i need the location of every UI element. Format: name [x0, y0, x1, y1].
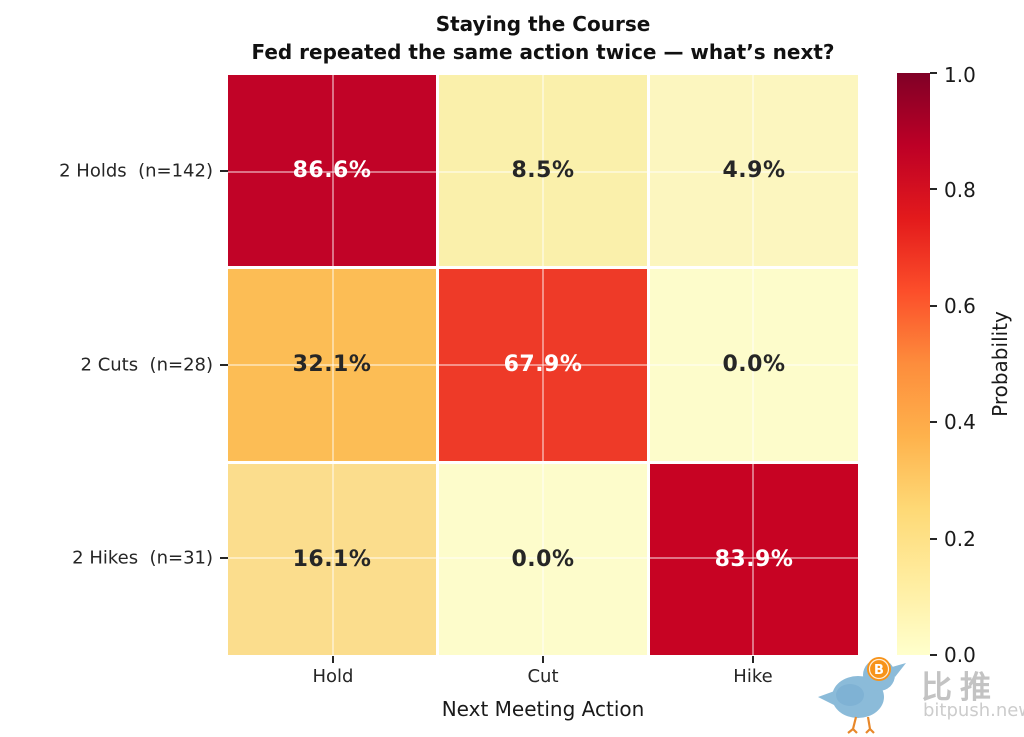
bird-legs — [847, 716, 875, 734]
cell-value: 67.9% — [503, 352, 583, 378]
row-label-2hikes: 2 Hikes (n=31) — [72, 547, 213, 569]
colorbar-tick — [930, 188, 937, 190]
x-tick — [542, 656, 544, 663]
x-tick — [752, 656, 754, 663]
row-label-2cuts: 2 Cuts (n=28) — [80, 354, 213, 376]
cell-2cuts-hold: 32.1% — [228, 269, 436, 461]
cell-2hikes-cut: 0.0% — [439, 463, 647, 655]
cell-value: 0.0% — [511, 546, 575, 572]
colorbar-tick — [930, 305, 937, 307]
colorbar-tick-label: 0.2 — [944, 527, 976, 551]
svg-text:B: B — [874, 663, 884, 678]
cell-value: 32.1% — [292, 352, 372, 378]
col-label-cut: Cut — [527, 666, 559, 687]
colorbar-gradient — [897, 73, 930, 655]
colorbar-tick-label: 0.4 — [944, 410, 976, 434]
colorbar-tick — [930, 421, 937, 423]
heatmap-grid: 86.6% 8.5% 4.9% 32.1% 67.9% 0.0% 16.1% 0… — [228, 75, 858, 655]
y-tick — [220, 557, 228, 559]
cell-2hikes-hike: 83.9% — [650, 463, 858, 655]
colorbar-tick-label: 1.0 — [944, 63, 976, 87]
x-axis-label: Next Meeting Action — [441, 697, 645, 721]
colorbar-tick — [930, 538, 937, 540]
bitcoin-coin-icon: B — [867, 657, 891, 681]
colorbar-axis-label: Probability — [988, 311, 1012, 417]
chart-title: Staying the Course — [435, 12, 651, 36]
colorbar-tick-label: 0.6 — [944, 294, 976, 318]
col-label-hold: Hold — [312, 666, 354, 687]
watermark-brand-domain: bitpush.news — [923, 700, 1024, 721]
cell-value: 86.6% — [292, 158, 372, 184]
y-tick — [220, 170, 228, 172]
colorbar-tick — [930, 654, 937, 656]
colorbar-tick-label: 0.8 — [944, 178, 976, 202]
cell-value: 4.9% — [722, 158, 786, 184]
watermark-brand-cn: 比推 — [921, 670, 999, 706]
colorbar-tick-label: 0.0 — [944, 643, 976, 667]
cell-value: 8.5% — [511, 158, 575, 184]
cell-2holds-cut: 8.5% — [439, 75, 647, 267]
chart-subtitle: Fed repeated the same action twice — wha… — [251, 40, 835, 64]
cell-2cuts-cut: 67.9% — [439, 269, 647, 461]
cell-value: 83.9% — [714, 546, 794, 572]
cell-value: 0.0% — [722, 352, 786, 378]
cell-2holds-hike: 4.9% — [650, 75, 858, 267]
col-label-hike: Hike — [733, 666, 773, 687]
cell-2holds-hold: 86.6% — [228, 75, 436, 267]
heatmap-plot-area: 86.6% 8.5% 4.9% 32.1% 67.9% 0.0% 16.1% 0… — [228, 75, 858, 655]
x-tick — [332, 656, 334, 663]
y-tick — [220, 364, 228, 366]
cell-2cuts-hike: 0.0% — [650, 269, 858, 461]
cell-2hikes-hold: 16.1% — [228, 463, 436, 655]
cell-value: 16.1% — [292, 546, 372, 572]
row-label-2holds: 2 Holds (n=142) — [59, 160, 213, 182]
colorbar-tick — [930, 72, 937, 74]
